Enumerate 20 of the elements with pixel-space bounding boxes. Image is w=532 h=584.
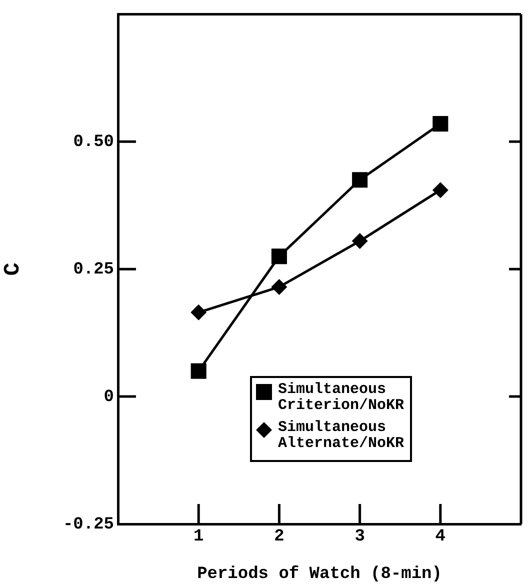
point	[190, 304, 207, 320]
point	[271, 278, 288, 295]
point	[352, 233, 368, 250]
x-tick-label: 2	[274, 527, 284, 546]
point	[190, 363, 206, 379]
point	[432, 182, 448, 198]
y-axis-title: C	[0, 262, 26, 276]
legend-label: Simultaneous Alternate/NoKR	[278, 419, 404, 452]
point	[352, 172, 368, 188]
y-tick-label: -0.25	[62, 515, 114, 534]
x-tick-label: 1	[194, 527, 204, 546]
y-tick-label: 0	[104, 388, 114, 407]
x-tick-label: 3	[354, 527, 365, 546]
point	[271, 248, 287, 264]
y-tick-label: 0.50	[73, 132, 114, 152]
y-tick-label: 0.25	[73, 260, 114, 280]
point	[432, 116, 448, 132]
x-tick-label: 4	[435, 527, 446, 546]
legend-label: Simultaneous Criterion/NoKR	[278, 381, 404, 414]
x-axis-title: Periods of Watch (8-min)	[197, 565, 442, 584]
